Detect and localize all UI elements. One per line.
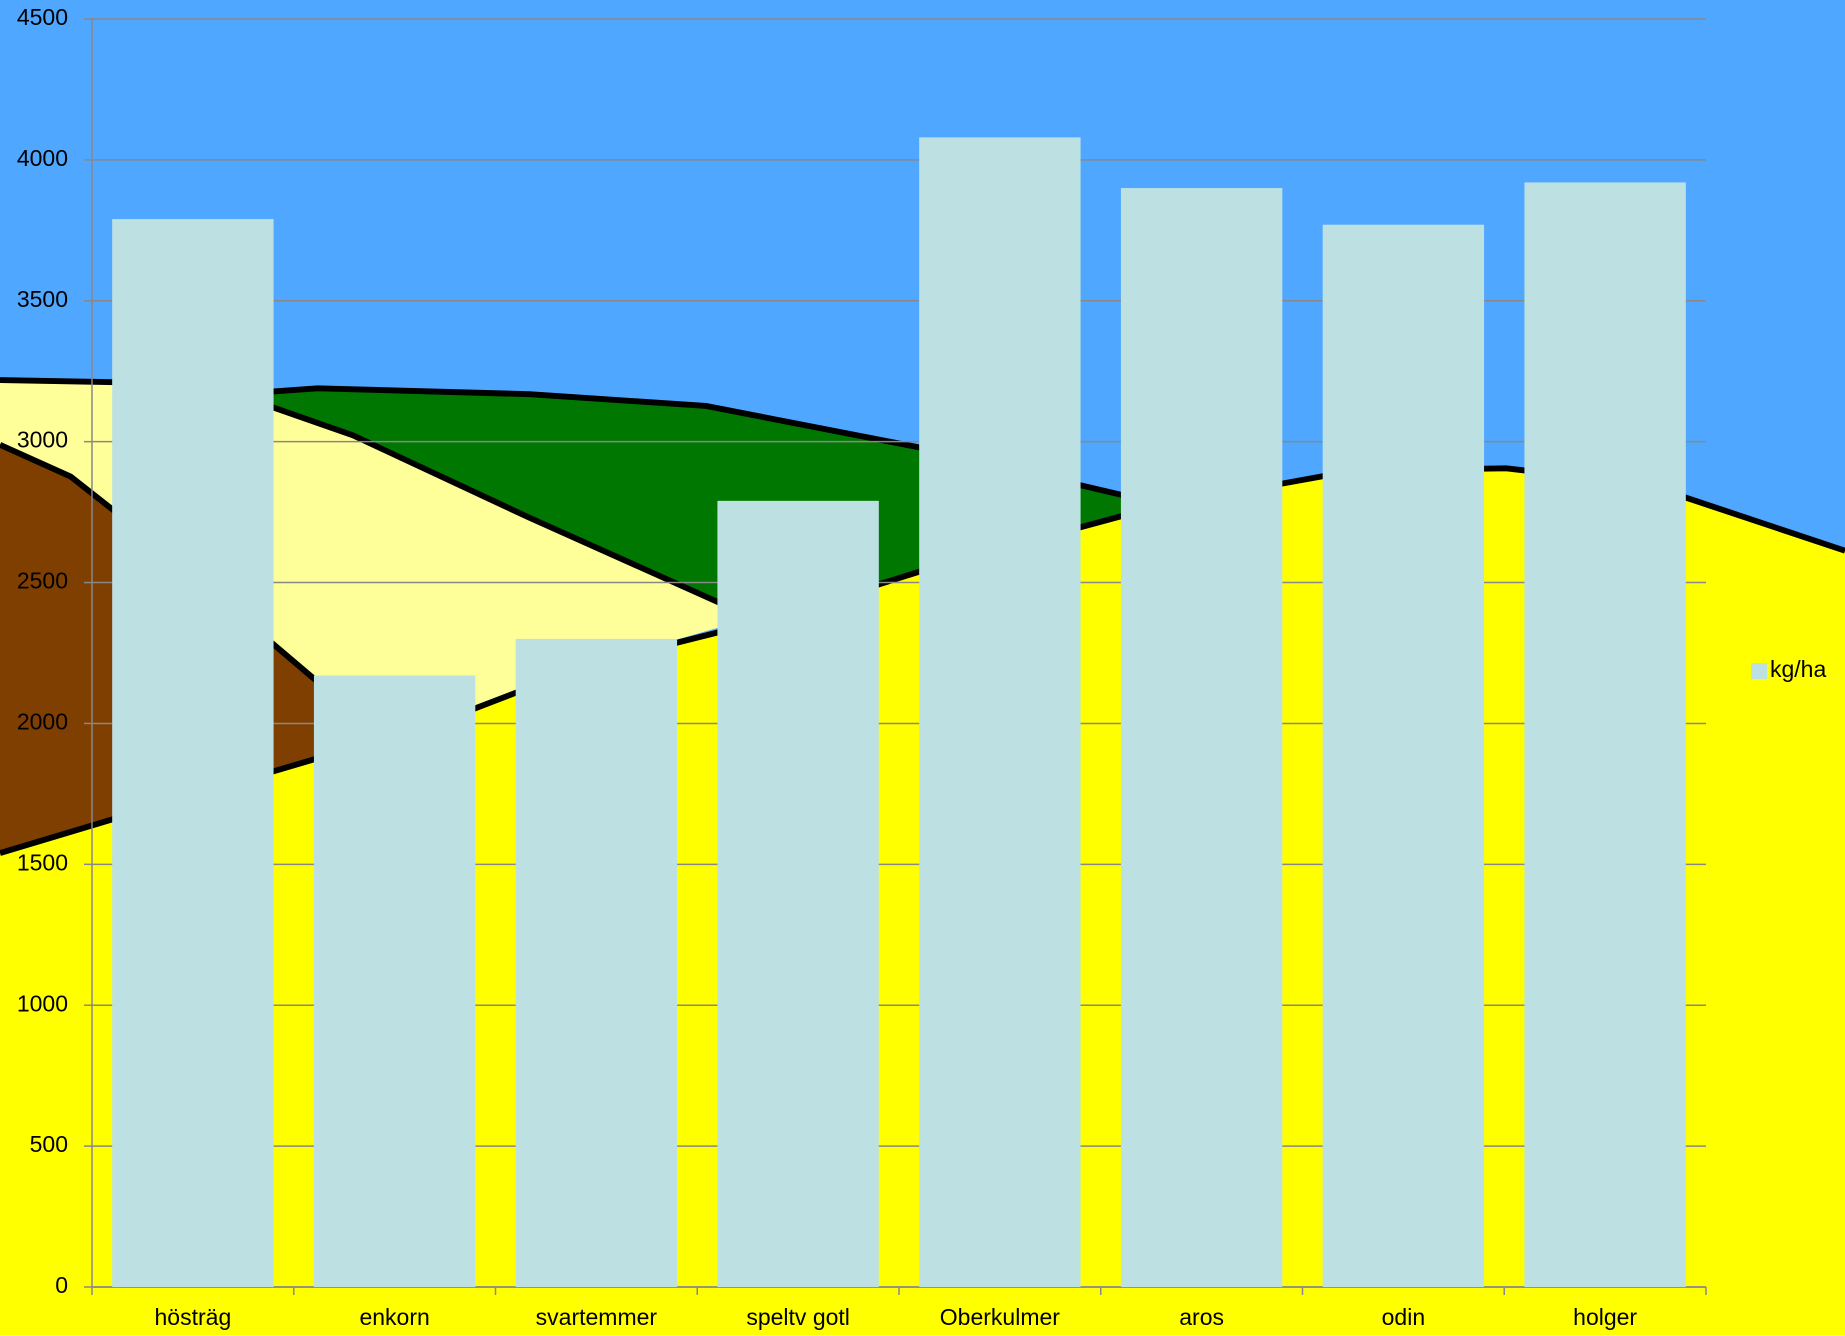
x-tick-label: svartemmer xyxy=(536,1304,658,1330)
x-tick-label: enkorn xyxy=(359,1304,429,1330)
x-tick-label: holger xyxy=(1573,1304,1637,1330)
bar xyxy=(1322,224,1485,1288)
y-tick-label: 3500 xyxy=(17,286,68,312)
x-tick-label: speltv gotl xyxy=(746,1304,850,1330)
y-tick-label: 500 xyxy=(30,1131,68,1157)
x-tick-label: hösträg xyxy=(155,1304,232,1330)
legend-swatch xyxy=(1751,663,1767,679)
y-tick-label: 1000 xyxy=(17,990,68,1016)
bar xyxy=(1120,188,1283,1288)
y-tick-label: 4000 xyxy=(17,145,68,171)
y-tick-label: 0 xyxy=(55,1272,68,1298)
x-tick-label: aros xyxy=(1179,1304,1224,1330)
bar xyxy=(919,137,1081,1287)
x-tick-label: odin xyxy=(1382,1304,1425,1330)
y-tick-label: 3000 xyxy=(17,427,68,453)
x-tick-label: Oberkulmer xyxy=(940,1304,1060,1330)
y-tick-label: 2500 xyxy=(17,568,68,594)
bar xyxy=(515,638,678,1287)
legend-label: kg/ha xyxy=(1770,656,1826,682)
y-tick-label: 4500 xyxy=(17,4,68,30)
y-tick-label: 1500 xyxy=(17,849,68,875)
bar xyxy=(313,675,476,1287)
bar xyxy=(112,219,274,1287)
y-tick-label: 2000 xyxy=(17,709,68,735)
bar xyxy=(1524,182,1686,1287)
bar xyxy=(717,500,879,1288)
